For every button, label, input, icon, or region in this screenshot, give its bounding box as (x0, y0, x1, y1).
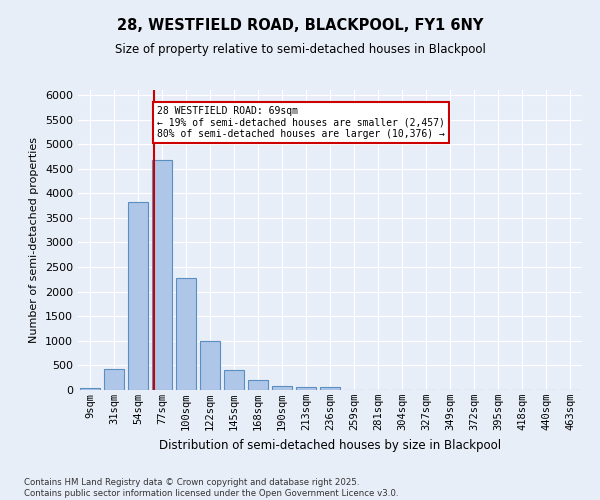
Text: Contains HM Land Registry data © Crown copyright and database right 2025.
Contai: Contains HM Land Registry data © Crown c… (24, 478, 398, 498)
Y-axis label: Number of semi-detached properties: Number of semi-detached properties (29, 137, 40, 343)
Text: 28 WESTFIELD ROAD: 69sqm
← 19% of semi-detached houses are smaller (2,457)
80% o: 28 WESTFIELD ROAD: 69sqm ← 19% of semi-d… (157, 106, 445, 139)
Bar (248, 380, 268, 390)
X-axis label: Distribution of semi-detached houses by size in Blackpool: Distribution of semi-detached houses by … (159, 438, 501, 452)
Bar (200, 341, 220, 390)
Text: Size of property relative to semi-detached houses in Blackpool: Size of property relative to semi-detach… (115, 42, 485, 56)
Bar (224, 370, 244, 390)
Bar (128, 202, 148, 390)
Bar (176, 278, 196, 390)
Bar (104, 369, 124, 390)
Bar (272, 386, 292, 390)
Text: 28, WESTFIELD ROAD, BLACKPOOL, FY1 6NY: 28, WESTFIELD ROAD, BLACKPOOL, FY1 6NY (117, 18, 483, 32)
Bar (152, 160, 172, 390)
Bar (320, 387, 340, 390)
Bar (296, 387, 316, 390)
Bar (80, 388, 100, 390)
